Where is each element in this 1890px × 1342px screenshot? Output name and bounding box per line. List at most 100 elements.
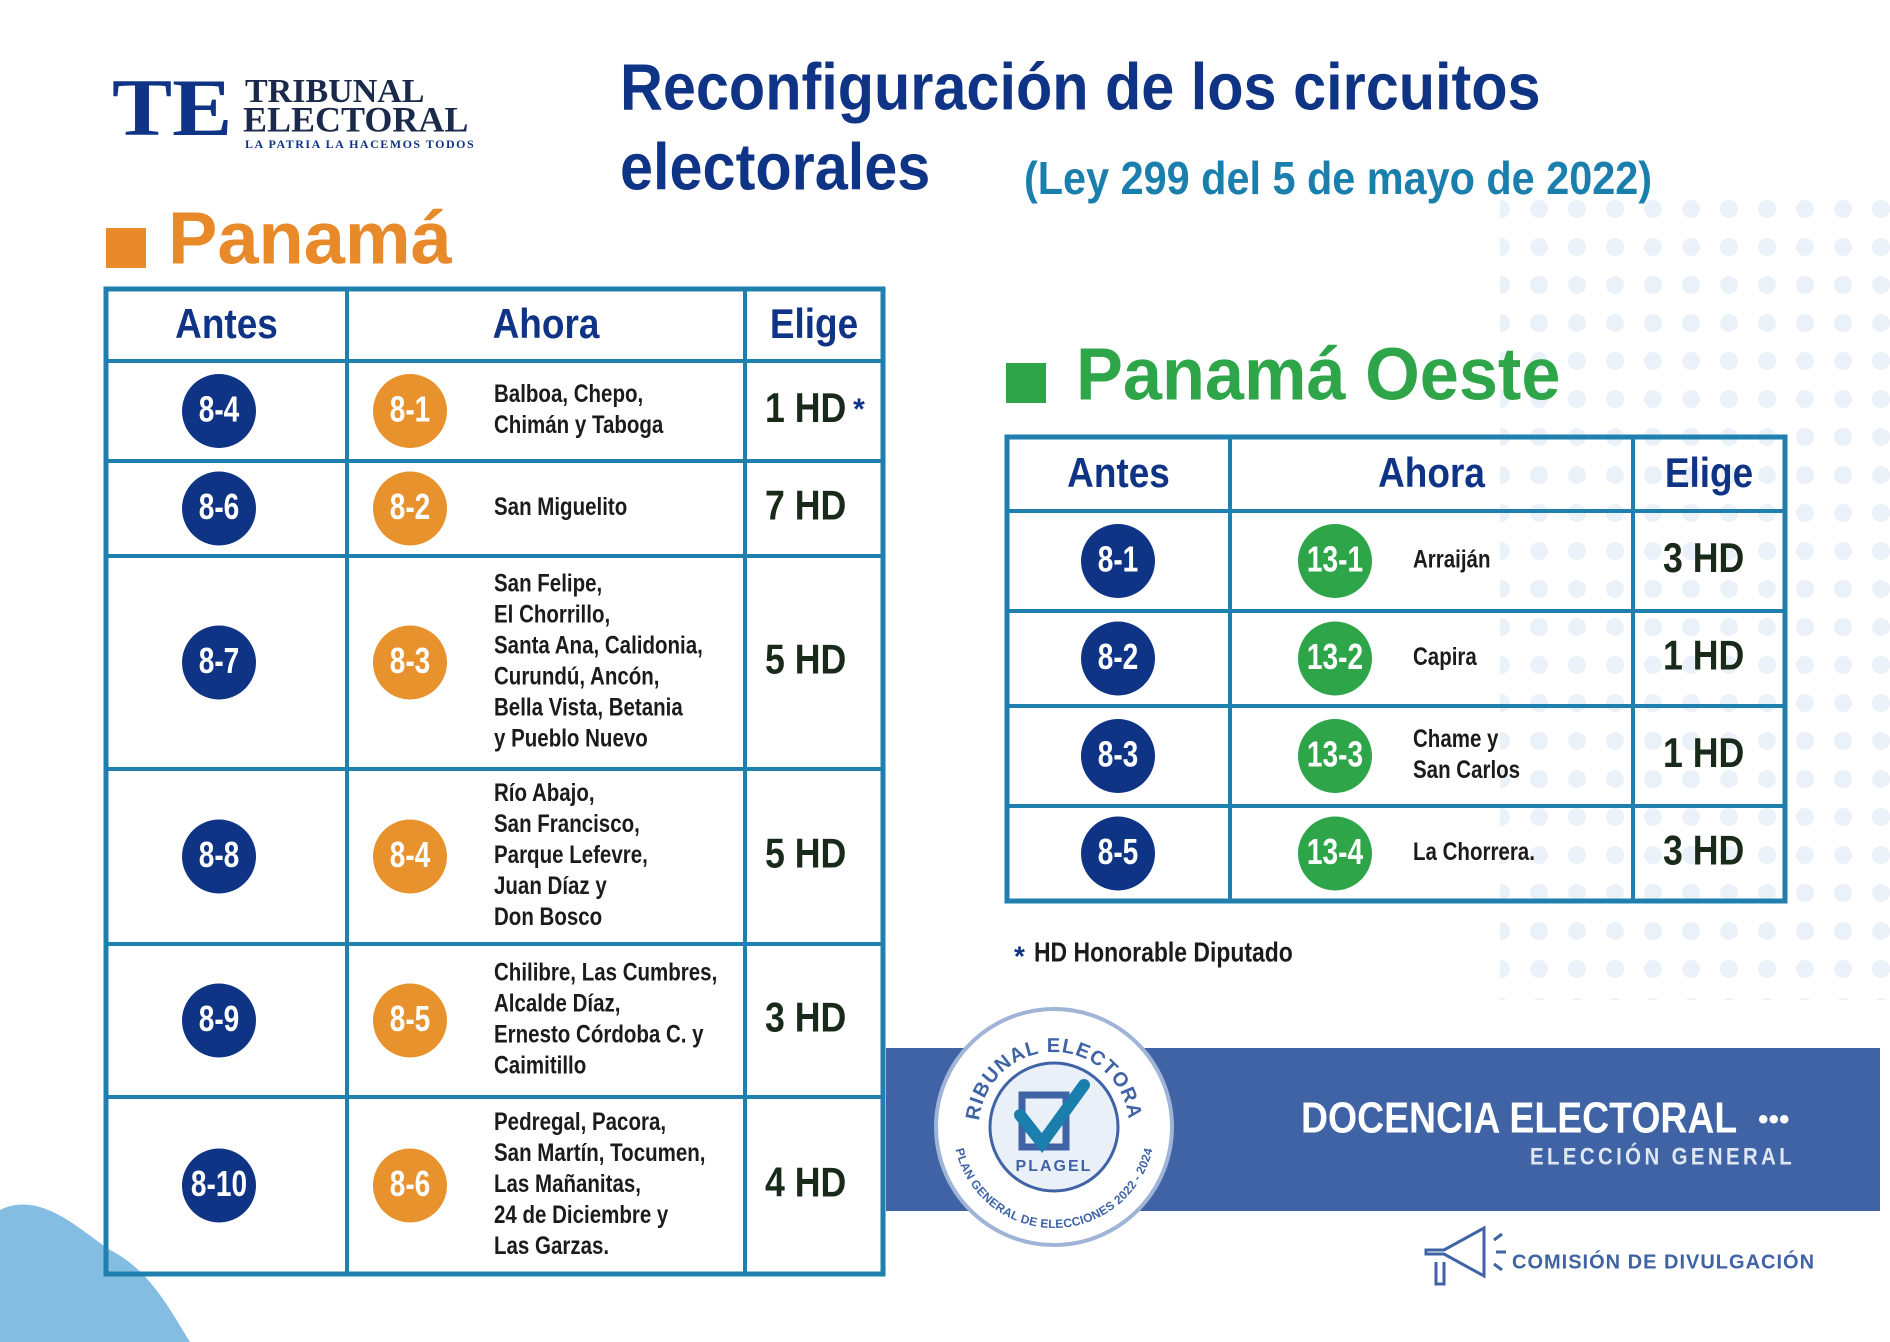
title: Reconfiguración de los circuitos bbox=[620, 51, 1541, 125]
antes-badge bbox=[1081, 816, 1155, 891]
antes-label: 8-3 bbox=[1098, 734, 1139, 774]
seal-top: TRIBUNAL ELECTORAL bbox=[0, 0, 1144, 1122]
elige: 4 HD bbox=[765, 1160, 846, 1206]
place: Bella Vista, Betania bbox=[494, 693, 683, 721]
logo-tagline: LA PATRIA LA HACEMOS TODOS bbox=[245, 137, 475, 151]
place: Caimitillo bbox=[494, 1051, 586, 1079]
ahora-badge bbox=[373, 1148, 447, 1223]
elige-note: * bbox=[853, 393, 865, 426]
law: (Ley 299 del 5 de mayo de 2022) bbox=[1024, 153, 1652, 205]
antes-label: 8-8 bbox=[199, 835, 240, 875]
ahora-label: 13-3 bbox=[1307, 734, 1363, 774]
commission: COMISIÓN DE DIVULGACIÓN bbox=[1512, 1249, 1815, 1273]
section-title: Panamá Oeste bbox=[1076, 334, 1560, 416]
seal-top-text: TRIBUNAL ELECTORAL bbox=[0, 0, 1144, 1122]
ahora-badge bbox=[1298, 816, 1372, 891]
place: San Francisco, bbox=[494, 809, 640, 837]
antes-label: 8-1 bbox=[1098, 539, 1139, 579]
antes-label: 8-9 bbox=[199, 999, 240, 1039]
antes-label: 8-5 bbox=[1098, 832, 1139, 872]
ahora-badge bbox=[373, 983, 447, 1058]
ahora-label: 13-4 bbox=[1307, 832, 1363, 872]
section-title: Panamá bbox=[168, 197, 453, 280]
place: San Martín, Tocumen, bbox=[494, 1138, 705, 1166]
place: 24 de Diciembre y bbox=[494, 1200, 669, 1228]
antes-badge bbox=[182, 471, 256, 546]
antes-label: 8-10 bbox=[191, 1164, 247, 1204]
place: Arraiján bbox=[1413, 545, 1490, 573]
ahora-label: 13-1 bbox=[1307, 539, 1363, 579]
square bbox=[1006, 363, 1046, 403]
place: Chame y bbox=[1413, 724, 1499, 752]
ahora-label: 13-2 bbox=[1307, 637, 1363, 677]
square bbox=[106, 228, 146, 268]
place: Juan Díaz y bbox=[494, 871, 607, 899]
elige: 3 HD bbox=[1663, 828, 1744, 874]
place: San Carlos bbox=[1413, 755, 1520, 783]
place: Ernesto Córdoba C. y bbox=[494, 1020, 704, 1048]
place: y Pueblo Nuevo bbox=[494, 724, 648, 752]
antes-badge bbox=[182, 625, 256, 700]
megaphone-waves bbox=[1493, 1232, 1506, 1272]
megaphone bbox=[1424, 1225, 1486, 1286]
logo-name: TRIBUNAL bbox=[245, 73, 424, 110]
footnote-mark: * bbox=[1014, 940, 1025, 971]
banner-dots: ••• bbox=[1758, 1103, 1790, 1136]
ahora-label: 8-5 bbox=[390, 999, 431, 1039]
place: Las Garzas. bbox=[494, 1231, 609, 1259]
antes-badge bbox=[1081, 621, 1155, 696]
ahora-badge bbox=[1298, 621, 1372, 696]
elige: 7 HD bbox=[765, 483, 846, 529]
column-header: Antes bbox=[175, 301, 278, 348]
elige: 1 HD bbox=[1663, 633, 1744, 679]
place: Chimán y Taboga bbox=[494, 410, 664, 438]
elige: 5 HD bbox=[765, 831, 846, 877]
logo-name: ELECTORAL bbox=[243, 99, 468, 139]
elige: 1 HD bbox=[1663, 730, 1744, 776]
column-header: Ahora bbox=[1378, 450, 1486, 497]
column-header: Elige bbox=[1665, 450, 1753, 497]
ahora-label: 8-1 bbox=[390, 389, 431, 429]
banner-subtitle: ELECCIÓN GENERAL bbox=[1530, 1143, 1795, 1170]
ahora-badge bbox=[373, 625, 447, 700]
antes-badge bbox=[182, 1148, 256, 1223]
elige: 5 HD bbox=[765, 637, 846, 683]
splash bbox=[0, 1204, 190, 1342]
column-header: Elige bbox=[770, 301, 858, 348]
column-header: Ahora bbox=[493, 301, 601, 348]
ahora-badge bbox=[373, 819, 447, 894]
banner-title: DOCENCIA ELECTORAL bbox=[1301, 1093, 1737, 1143]
elige: 3 HD bbox=[765, 995, 846, 1041]
place: Don Bosco bbox=[494, 902, 602, 930]
place: Balboa, Chepo, bbox=[494, 379, 643, 407]
ahora-badge bbox=[1298, 719, 1372, 793]
ahora-badge bbox=[373, 471, 447, 546]
place: La Chorrera. bbox=[1413, 837, 1535, 865]
antes-label: 8-2 bbox=[1098, 637, 1139, 677]
antes-badge bbox=[1081, 524, 1155, 598]
elige: 1 HD bbox=[765, 385, 846, 431]
elige: 3 HD bbox=[1663, 535, 1744, 581]
ahora-label: 8-3 bbox=[390, 641, 431, 681]
logo-mark: TE bbox=[112, 62, 232, 153]
place: El Chorrillo, bbox=[494, 600, 610, 628]
title: electorales bbox=[620, 131, 930, 205]
place: Santa Ana, Calidonia, bbox=[494, 631, 703, 659]
place: Río Abajo, bbox=[494, 778, 595, 806]
seal-center: PLAGEL bbox=[1016, 1158, 1093, 1175]
place: Pedregal, Pacora, bbox=[494, 1107, 666, 1135]
ahora-label: 8-6 bbox=[390, 1164, 431, 1204]
place: San Felipe, bbox=[494, 569, 602, 597]
place: Chilibre, Las Cumbres, bbox=[494, 958, 717, 986]
seal-box bbox=[1018, 1091, 1070, 1151]
place: Capira bbox=[1413, 642, 1477, 670]
antes-badge bbox=[182, 374, 256, 448]
antes-label: 8-4 bbox=[199, 389, 240, 429]
antes-badge bbox=[182, 983, 256, 1058]
column-header: Antes bbox=[1067, 450, 1170, 497]
table-border bbox=[1004, 434, 1788, 904]
seal-check bbox=[1014, 1079, 1090, 1153]
place: Parque Lefevre, bbox=[494, 840, 648, 868]
place: San Miguelito bbox=[494, 492, 627, 520]
